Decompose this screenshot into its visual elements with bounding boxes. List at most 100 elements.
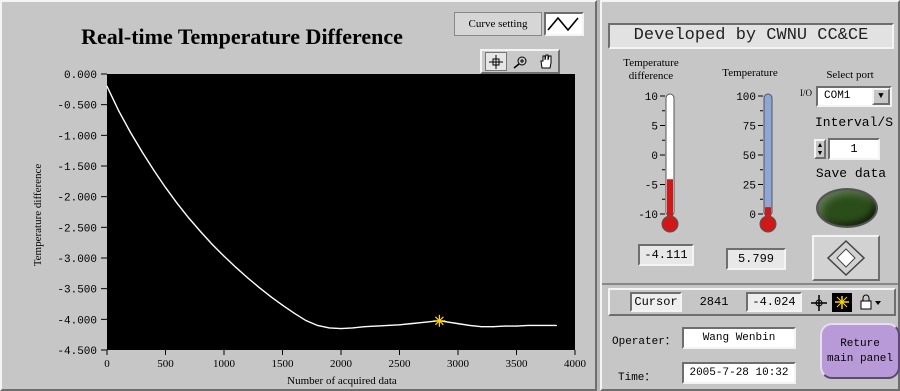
data-point — [235, 266, 237, 268]
thermometer-tube — [763, 93, 773, 217]
series-line — [106, 85, 557, 330]
cursor-label: Cursor — [630, 292, 682, 312]
y-tick-label: 0.000 — [64, 70, 97, 82]
data-point — [352, 327, 354, 329]
cursor-style-icon[interactable] — [832, 293, 852, 312]
curve-shape-icon — [547, 16, 579, 32]
time-label: Time： — [618, 372, 656, 384]
select-port-label: Select port — [826, 69, 874, 81]
temperature-label: Temperature — [722, 67, 778, 79]
x-tick-label: 3000 — [447, 358, 470, 370]
return-button-line2: main panel — [826, 353, 893, 365]
thermometer-tick-label: 5 — [651, 122, 658, 134]
data-point — [141, 151, 143, 153]
data-point — [176, 202, 178, 205]
operator-label: Operater： — [612, 336, 676, 348]
data-point — [106, 85, 108, 87]
io-prefix-icon: I/O — [800, 88, 812, 98]
x-axis-label: Number of acquired data — [287, 375, 397, 387]
chevron-down-icon[interactable]: ▼ — [872, 88, 890, 105]
save-data-led-button[interactable] — [816, 188, 878, 228]
thermometer-tick-label: -5 — [645, 181, 658, 193]
thermometer-fill — [765, 207, 771, 220]
y-tick-label: -3.000 — [57, 254, 97, 266]
x-tick-label: 3500 — [506, 358, 529, 370]
temp-diff-label-line2: difference — [628, 70, 674, 82]
thermometer-tick-label: 25 — [743, 181, 756, 193]
return-main-panel-button[interactable]: Reture main panel — [820, 323, 900, 379]
interval-input[interactable]: 1 — [828, 138, 880, 160]
data-point — [153, 169, 155, 171]
plot-area — [107, 74, 575, 350]
temperature-value: 5.799 — [726, 248, 786, 270]
temperature-difference-value: -4.111 — [638, 244, 694, 266]
interval-label: Interval/S — [814, 115, 893, 130]
thermometer-tick-label: 50 — [743, 151, 756, 163]
temperature-difference-label: Temperature difference — [620, 57, 682, 83]
data-point — [504, 325, 506, 327]
graph-cursor-marker — [433, 314, 446, 327]
chart-panel: Real-time Temperature Difference Curve s… — [0, 0, 597, 391]
temperature-difference-thermometer: 10 5 0 -5 -10 — [638, 92, 679, 233]
navigation-diamond-button[interactable] — [812, 235, 880, 281]
time-value: 2005-7-28 10:32 — [682, 362, 796, 384]
thermometer-fill — [667, 179, 673, 220]
thermometer-tick-label: 0 — [651, 151, 658, 163]
interval-stepper[interactable]: ▲ ▼ — [814, 139, 826, 159]
y-tick-label: -1.500 — [57, 162, 97, 174]
data-point — [480, 326, 482, 328]
chart-title: Real-time Temperature Difference — [81, 24, 403, 49]
curve-setting-label: Curve setting — [454, 12, 542, 36]
x-tick-label: 2500 — [389, 358, 412, 370]
crosshair-tool-icon[interactable] — [485, 52, 507, 71]
x-tick-label: 1500 — [272, 358, 295, 370]
data-point — [328, 327, 330, 329]
temp-diff-label-line1: Temperature — [623, 57, 679, 69]
y-tick-label: -4.500 — [57, 346, 97, 358]
y-tick-label: -4.000 — [57, 315, 97, 327]
data-point — [293, 312, 295, 314]
data-point — [457, 323, 459, 325]
thermometer-tick-label: 0 — [749, 210, 756, 222]
data-point — [492, 326, 494, 328]
y-tick-label: -3.500 — [57, 285, 97, 297]
data-point — [422, 321, 424, 323]
zoom-tool-icon[interactable] — [510, 52, 532, 71]
data-point — [305, 319, 307, 322]
curve-setting-button[interactable] — [544, 12, 584, 36]
x-tick-label: 2000 — [330, 358, 353, 370]
developer-header: Developed by CWNU CC&CE — [608, 23, 894, 49]
thermometer-bulb — [661, 215, 679, 233]
y-tick-label: -0.500 — [57, 101, 97, 113]
data-point — [200, 231, 202, 233]
temperature-thermometer: 100 75 50 25 0 — [736, 92, 777, 233]
port-select[interactable]: COM1 ▼ — [816, 86, 892, 107]
data-point — [211, 243, 213, 246]
thermometer-bulb — [759, 215, 777, 233]
temperature-difference-chart[interactable]: 0.000 -0.500 -1.000 -1.500 -2.000 -2.500 -3.00… — [2, 2, 599, 391]
cursor-y-value: -4.024 — [746, 292, 802, 312]
port-select-value: COM1 — [824, 90, 851, 102]
y-tick-label: -1.000 — [57, 131, 97, 143]
cursor-move-icon[interactable] — [810, 294, 828, 312]
thermometer-tick-label: 75 — [743, 122, 756, 134]
data-point — [258, 286, 260, 289]
cursor-lock-icon[interactable] — [858, 293, 886, 312]
control-panel: Developed by CWNU CC&CE Temperature diff… — [600, 0, 900, 391]
thermometer-tick-label: 10 — [645, 92, 658, 104]
operator-value: Wang Wenbin — [682, 327, 796, 349]
data-point — [539, 324, 541, 327]
data-point — [363, 326, 365, 328]
separator — [602, 283, 898, 285]
data-point — [445, 321, 447, 323]
x-tick-label: 500 — [157, 358, 174, 370]
y-tick-label: -2.000 — [57, 193, 97, 205]
data-point — [270, 296, 272, 298]
x-tick-label: 4000 — [564, 358, 587, 370]
data-point — [387, 324, 389, 327]
data-point — [555, 324, 557, 327]
pan-hand-tool-icon[interactable] — [535, 52, 557, 71]
data-point — [129, 131, 131, 133]
x-tick-label: 0 — [104, 358, 110, 370]
data-point — [246, 277, 248, 279]
